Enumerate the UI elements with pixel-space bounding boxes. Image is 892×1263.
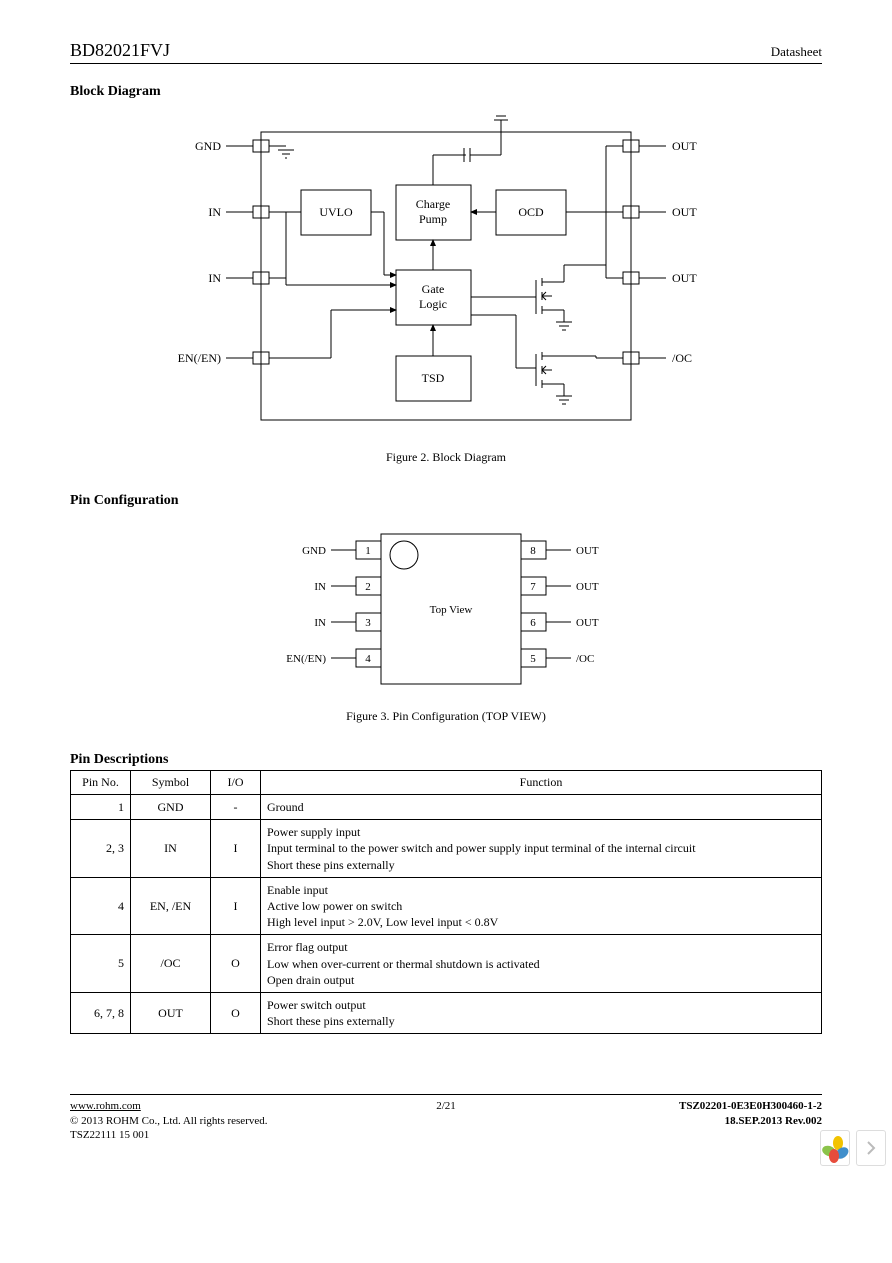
block-gate-logic-l2: Logic (419, 297, 447, 311)
table-row: 2, 3INIPower supply inputInput terminal … (71, 820, 822, 878)
table-cell: I (211, 820, 261, 878)
block-pin-right-0: OUT (672, 139, 697, 153)
table-cell: IN (131, 820, 211, 878)
page-footer: www.rohm.com © 2013 ROHM Co., Ltd. All r… (70, 1099, 822, 1142)
figure-2-caption: Figure 2. Block Diagram (70, 450, 822, 465)
nav-next-button[interactable] (856, 1130, 886, 1166)
table-cell: I (211, 877, 261, 935)
table-cell: EN, /EN (131, 877, 211, 935)
footer-tsz: TSZ22111 15 001 (70, 1128, 406, 1142)
table-cell: 1 (71, 795, 131, 820)
table-cell: OUT (131, 992, 211, 1033)
pin-num-l2: 3 (365, 617, 371, 629)
block-pin-right-3: /OC (672, 351, 692, 365)
table-row: 4EN, /ENIEnable inputActive low power on… (71, 877, 822, 935)
block-pin-right-2: OUT (672, 271, 697, 285)
table-cell: Error flag outputLow when over-current o… (261, 935, 822, 993)
block-tsd: TSD (422, 371, 445, 385)
pin-num-r3: 5 (530, 653, 536, 665)
footer-divider (70, 1094, 822, 1095)
nav-widget (820, 1130, 886, 1166)
pin-num-r2: 6 (530, 617, 536, 629)
pin-num-r1: 7 (530, 581, 536, 593)
top-view-label: Top View (430, 604, 473, 616)
footer-page: 2/21 (406, 1099, 486, 1142)
pin-name-r2: OUT (576, 617, 599, 629)
block-pin-left-0: GND (195, 139, 221, 153)
pin-name-l2: IN (314, 617, 326, 629)
pin-name-r0: OUT (576, 545, 599, 557)
footer-url: www.rohm.com (70, 1099, 406, 1113)
section-title-pin-desc: Pin Descriptions (70, 752, 822, 768)
petals-icon (824, 1137, 846, 1159)
table-row: 6, 7, 8OUTOPower switch outputShort thes… (71, 992, 822, 1033)
table-cell: O (211, 935, 261, 993)
table-cell: GND (131, 795, 211, 820)
table-cell: Ground (261, 795, 822, 820)
table-header-row: Pin No. Symbol I/O Function (71, 771, 822, 795)
block-gate-logic-l1: Gate (422, 282, 445, 296)
table-cell: O (211, 992, 261, 1033)
block-charge-pump-l1: Charge (416, 197, 450, 211)
th-io: I/O (211, 771, 261, 795)
block-ocd: OCD (518, 205, 544, 219)
table-row: 1GND-Ground (71, 795, 822, 820)
pin-descriptions-table: Pin No. Symbol I/O Function 1GND-Ground2… (70, 770, 822, 1034)
pin-name-l1: IN (314, 581, 326, 593)
table-cell: Enable inputActive low power on switchHi… (261, 877, 822, 935)
block-pin-left-1: IN (208, 205, 221, 219)
footer-right: TSZ02201-0E3E0H300460-1-2 18.SEP.2013 Re… (486, 1099, 822, 1142)
th-func: Function (261, 771, 822, 795)
pin-num-l1: 2 (365, 581, 371, 593)
block-diagram-figure: UVLO Charge Pump OCD Gate Logic TSD (70, 110, 822, 440)
figure-3-caption: Figure 3. Pin Configuration (TOP VIEW) (70, 709, 822, 724)
section-title-pin-config: Pin Configuration (70, 493, 822, 509)
footer-date-rev: 18.SEP.2013 Rev.002 (486, 1114, 822, 1128)
pin-num-l0: 1 (365, 545, 371, 557)
pin-num-r0: 8 (530, 545, 536, 557)
footer-doc-code: TSZ02201-0E3E0H300460-1-2 (486, 1099, 822, 1113)
table-cell: Power supply inputInput terminal to the … (261, 820, 822, 878)
pin-num-l3: 4 (365, 653, 371, 665)
block-pin-right-1: OUT (672, 205, 697, 219)
table-cell: 6, 7, 8 (71, 992, 131, 1033)
footer-left: www.rohm.com © 2013 ROHM Co., Ltd. All r… (70, 1099, 406, 1142)
table-cell: Power switch outputShort these pins exte… (261, 992, 822, 1033)
doc-type-label: Datasheet (771, 44, 822, 60)
table-row: 5/OCOError flag outputLow when over-curr… (71, 935, 822, 993)
nav-logo-button[interactable] (820, 1130, 850, 1166)
pin-name-r1: OUT (576, 581, 599, 593)
table-cell: - (211, 795, 261, 820)
pin-name-l0: GND (302, 545, 326, 557)
pin-config-figure: Top View 1 2 3 4 GND IN IN EN(/EN) (70, 519, 822, 699)
table-cell: 2, 3 (71, 820, 131, 878)
th-sym: Symbol (131, 771, 211, 795)
page-header: BD82021FVJ Datasheet (70, 40, 822, 64)
part-number: BD82021FVJ (70, 40, 170, 61)
block-pin-left-2: IN (208, 271, 221, 285)
th-pin: Pin No. (71, 771, 131, 795)
section-title-block-diagram: Block Diagram (70, 84, 822, 100)
pin-name-l3: EN(/EN) (286, 653, 326, 665)
footer-copyright: © 2013 ROHM Co., Ltd. All rights reserve… (70, 1114, 406, 1128)
table-cell: 4 (71, 877, 131, 935)
table-cell: 5 (71, 935, 131, 993)
chevron-right-icon (866, 1141, 876, 1155)
block-uvlo: UVLO (319, 205, 353, 219)
pin-name-r3: /OC (576, 653, 594, 665)
block-pin-left-3: EN(/EN) (178, 351, 221, 365)
table-cell: /OC (131, 935, 211, 993)
block-charge-pump-l2: Pump (419, 212, 447, 226)
